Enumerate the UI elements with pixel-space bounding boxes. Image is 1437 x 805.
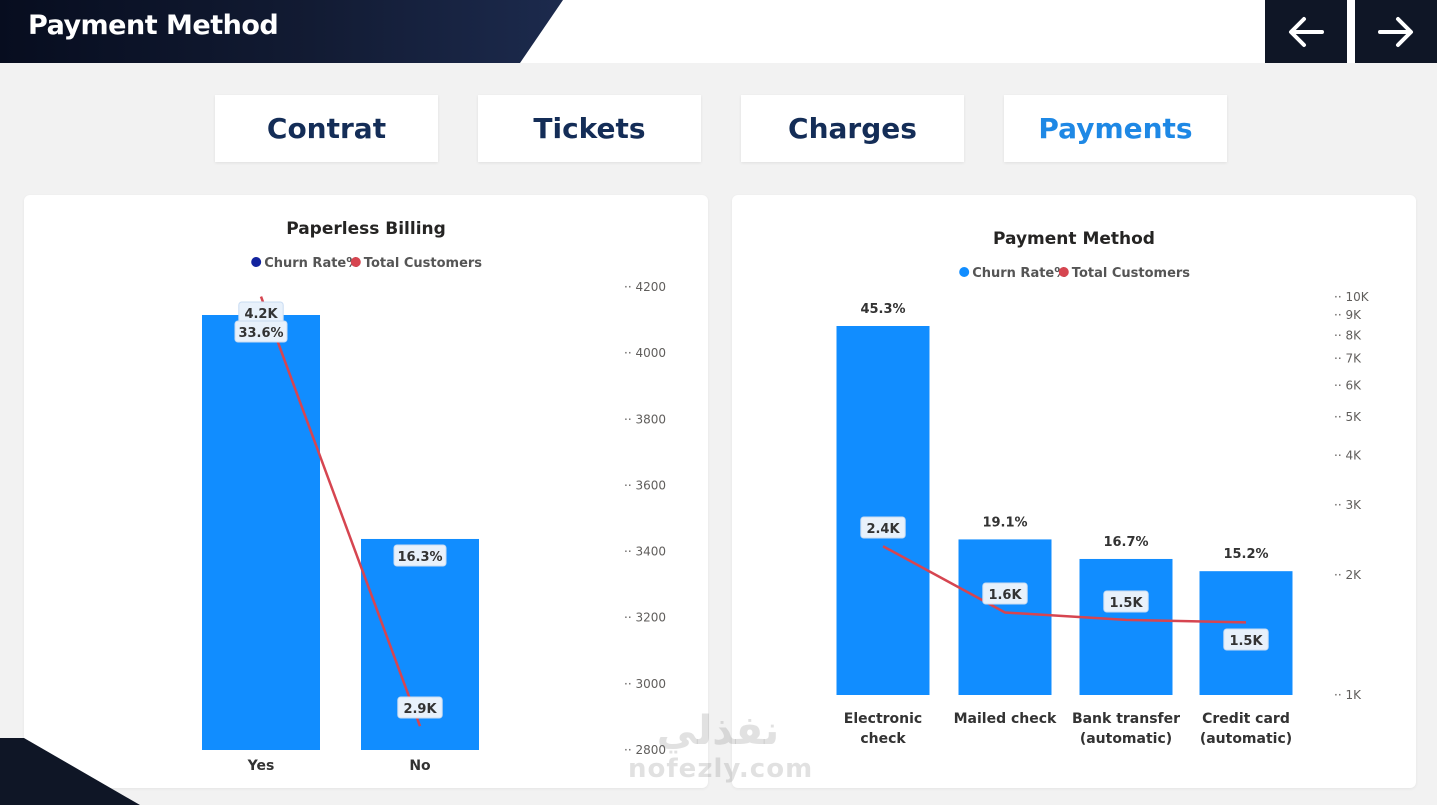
arrow-left-icon xyxy=(1289,16,1324,47)
total-customers-label-0: 4.2K xyxy=(244,307,278,322)
page-title: Payment Method xyxy=(28,10,279,41)
y-right-tick-label: ·· 4200 xyxy=(624,280,666,294)
paperless-legend-label: Churn Rate% xyxy=(264,256,359,271)
chart-title: Payment Method xyxy=(993,229,1155,249)
y-right-tick-label: ·· 10K xyxy=(1334,290,1370,304)
y-right-tick-label: ·· 8K xyxy=(1334,329,1362,343)
churn-bar-1 xyxy=(958,539,1052,695)
tab-contrat[interactable]: Contrat xyxy=(215,95,438,162)
paperless-billing-card: Paperless Billing Churn Rate% Total Custom… xyxy=(24,195,708,788)
total-customers-label-1: 2.9K xyxy=(403,702,437,717)
y-right-tick-label: ·· 9K xyxy=(1334,308,1362,322)
total-customers-label-3: 1.5K xyxy=(1229,634,1263,649)
paperless-legend-marker xyxy=(251,257,262,267)
total-customers-label-3-bg xyxy=(1223,628,1269,651)
x-tick-label: Mailed check xyxy=(954,711,1057,727)
churn-rate-label-1: 16.3% xyxy=(397,550,442,565)
y-right-tick-label: ·· 3200 xyxy=(624,611,666,625)
forward-button[interactable] xyxy=(1355,0,1437,63)
churn-bar-2 xyxy=(1079,558,1173,695)
paperless-legend-label: Total Customers xyxy=(364,256,482,271)
x-tick-label: check xyxy=(860,731,906,747)
x-tick-label: (automatic) xyxy=(1200,731,1292,747)
header-title-band xyxy=(0,0,563,63)
y-right-tick-label: ·· 3K xyxy=(1334,498,1362,512)
churn-rate-label-3: 15.2% xyxy=(1223,547,1268,562)
churn-rate-label-1: 19.1% xyxy=(982,515,1027,530)
churn-rate-label-2: 16.7% xyxy=(1103,535,1148,550)
payment-method-card: Payment Method Churn Rate% Total Customers… xyxy=(732,195,1416,788)
churn-rate-label-0-bg xyxy=(234,320,288,343)
total-customers-label-1: 1.6K xyxy=(988,588,1022,603)
y-right-tick-label: ·· 2800 xyxy=(624,743,666,757)
chart-title: Paperless Billing xyxy=(286,219,446,239)
churn-rate-label-0: 45.3% xyxy=(860,302,905,317)
total-customers-line xyxy=(882,545,1247,624)
x-tick-label: No xyxy=(409,758,431,774)
y-right-tick-label: ·· 3800 xyxy=(624,412,666,426)
y-right-tick-label: ·· 4000 xyxy=(624,346,666,360)
churn-rate-label-0: 33.6% xyxy=(238,326,283,341)
x-tick-label: (automatic) xyxy=(1080,731,1172,747)
y-right-tick-label: ·· 4K xyxy=(1334,448,1362,462)
churn-bar-0 xyxy=(836,326,930,695)
y-right-tick-label: ·· 3600 xyxy=(624,478,666,492)
x-tick-label: Bank transfer xyxy=(1072,711,1180,727)
tab-tickets[interactable]: Tickets xyxy=(478,95,701,162)
tab-charges[interactable]: Charges xyxy=(741,95,964,162)
x-tick-label: Electronic xyxy=(844,711,922,727)
x-tick-label: Yes xyxy=(247,758,275,774)
churn-bar-0 xyxy=(202,315,320,750)
total-customers-label-2-bg xyxy=(1103,590,1149,613)
back-button[interactable] xyxy=(1265,0,1347,63)
payment-legend-label: Churn Rate% xyxy=(972,266,1067,281)
y-right-tick-label: ·· 2K xyxy=(1334,568,1362,582)
x-tick-label: Credit card xyxy=(1202,711,1290,727)
paperless-legend-marker xyxy=(350,257,361,267)
total-customers-line xyxy=(259,296,422,727)
arrow-right-icon xyxy=(1378,16,1413,47)
y-right-tick-label: ·· 3400 xyxy=(624,545,666,559)
total-customers-label-2: 1.5K xyxy=(1109,596,1143,611)
payment-legend-marker xyxy=(1058,267,1069,277)
y-right-tick-label: ·· 5K xyxy=(1334,410,1362,424)
churn-rate-label-1-bg xyxy=(393,544,447,567)
total-customers-label-0-bg xyxy=(860,516,906,539)
payment-legend-marker xyxy=(959,267,970,277)
total-customers-label-1-bg xyxy=(397,696,443,719)
y-right-tick-label: ·· 3000 xyxy=(624,677,666,691)
y-right-tick-label: ·· 6K xyxy=(1334,378,1362,392)
total-customers-label-0: 2.4K xyxy=(866,522,900,537)
y-right-tick-label: ·· 1K xyxy=(1334,688,1362,702)
total-customers-label-1-bg xyxy=(982,582,1028,605)
paperless-billing-chart: Paperless Billing Churn Rate% Total Custom… xyxy=(202,219,666,774)
payment-method-chart: Payment Method Churn Rate% Total Customers… xyxy=(836,229,1370,747)
tab-payments[interactable]: Payments xyxy=(1004,95,1227,162)
y-right-tick-label: ·· 7K xyxy=(1334,352,1362,366)
payment-legend-label: Total Customers xyxy=(1072,266,1190,281)
